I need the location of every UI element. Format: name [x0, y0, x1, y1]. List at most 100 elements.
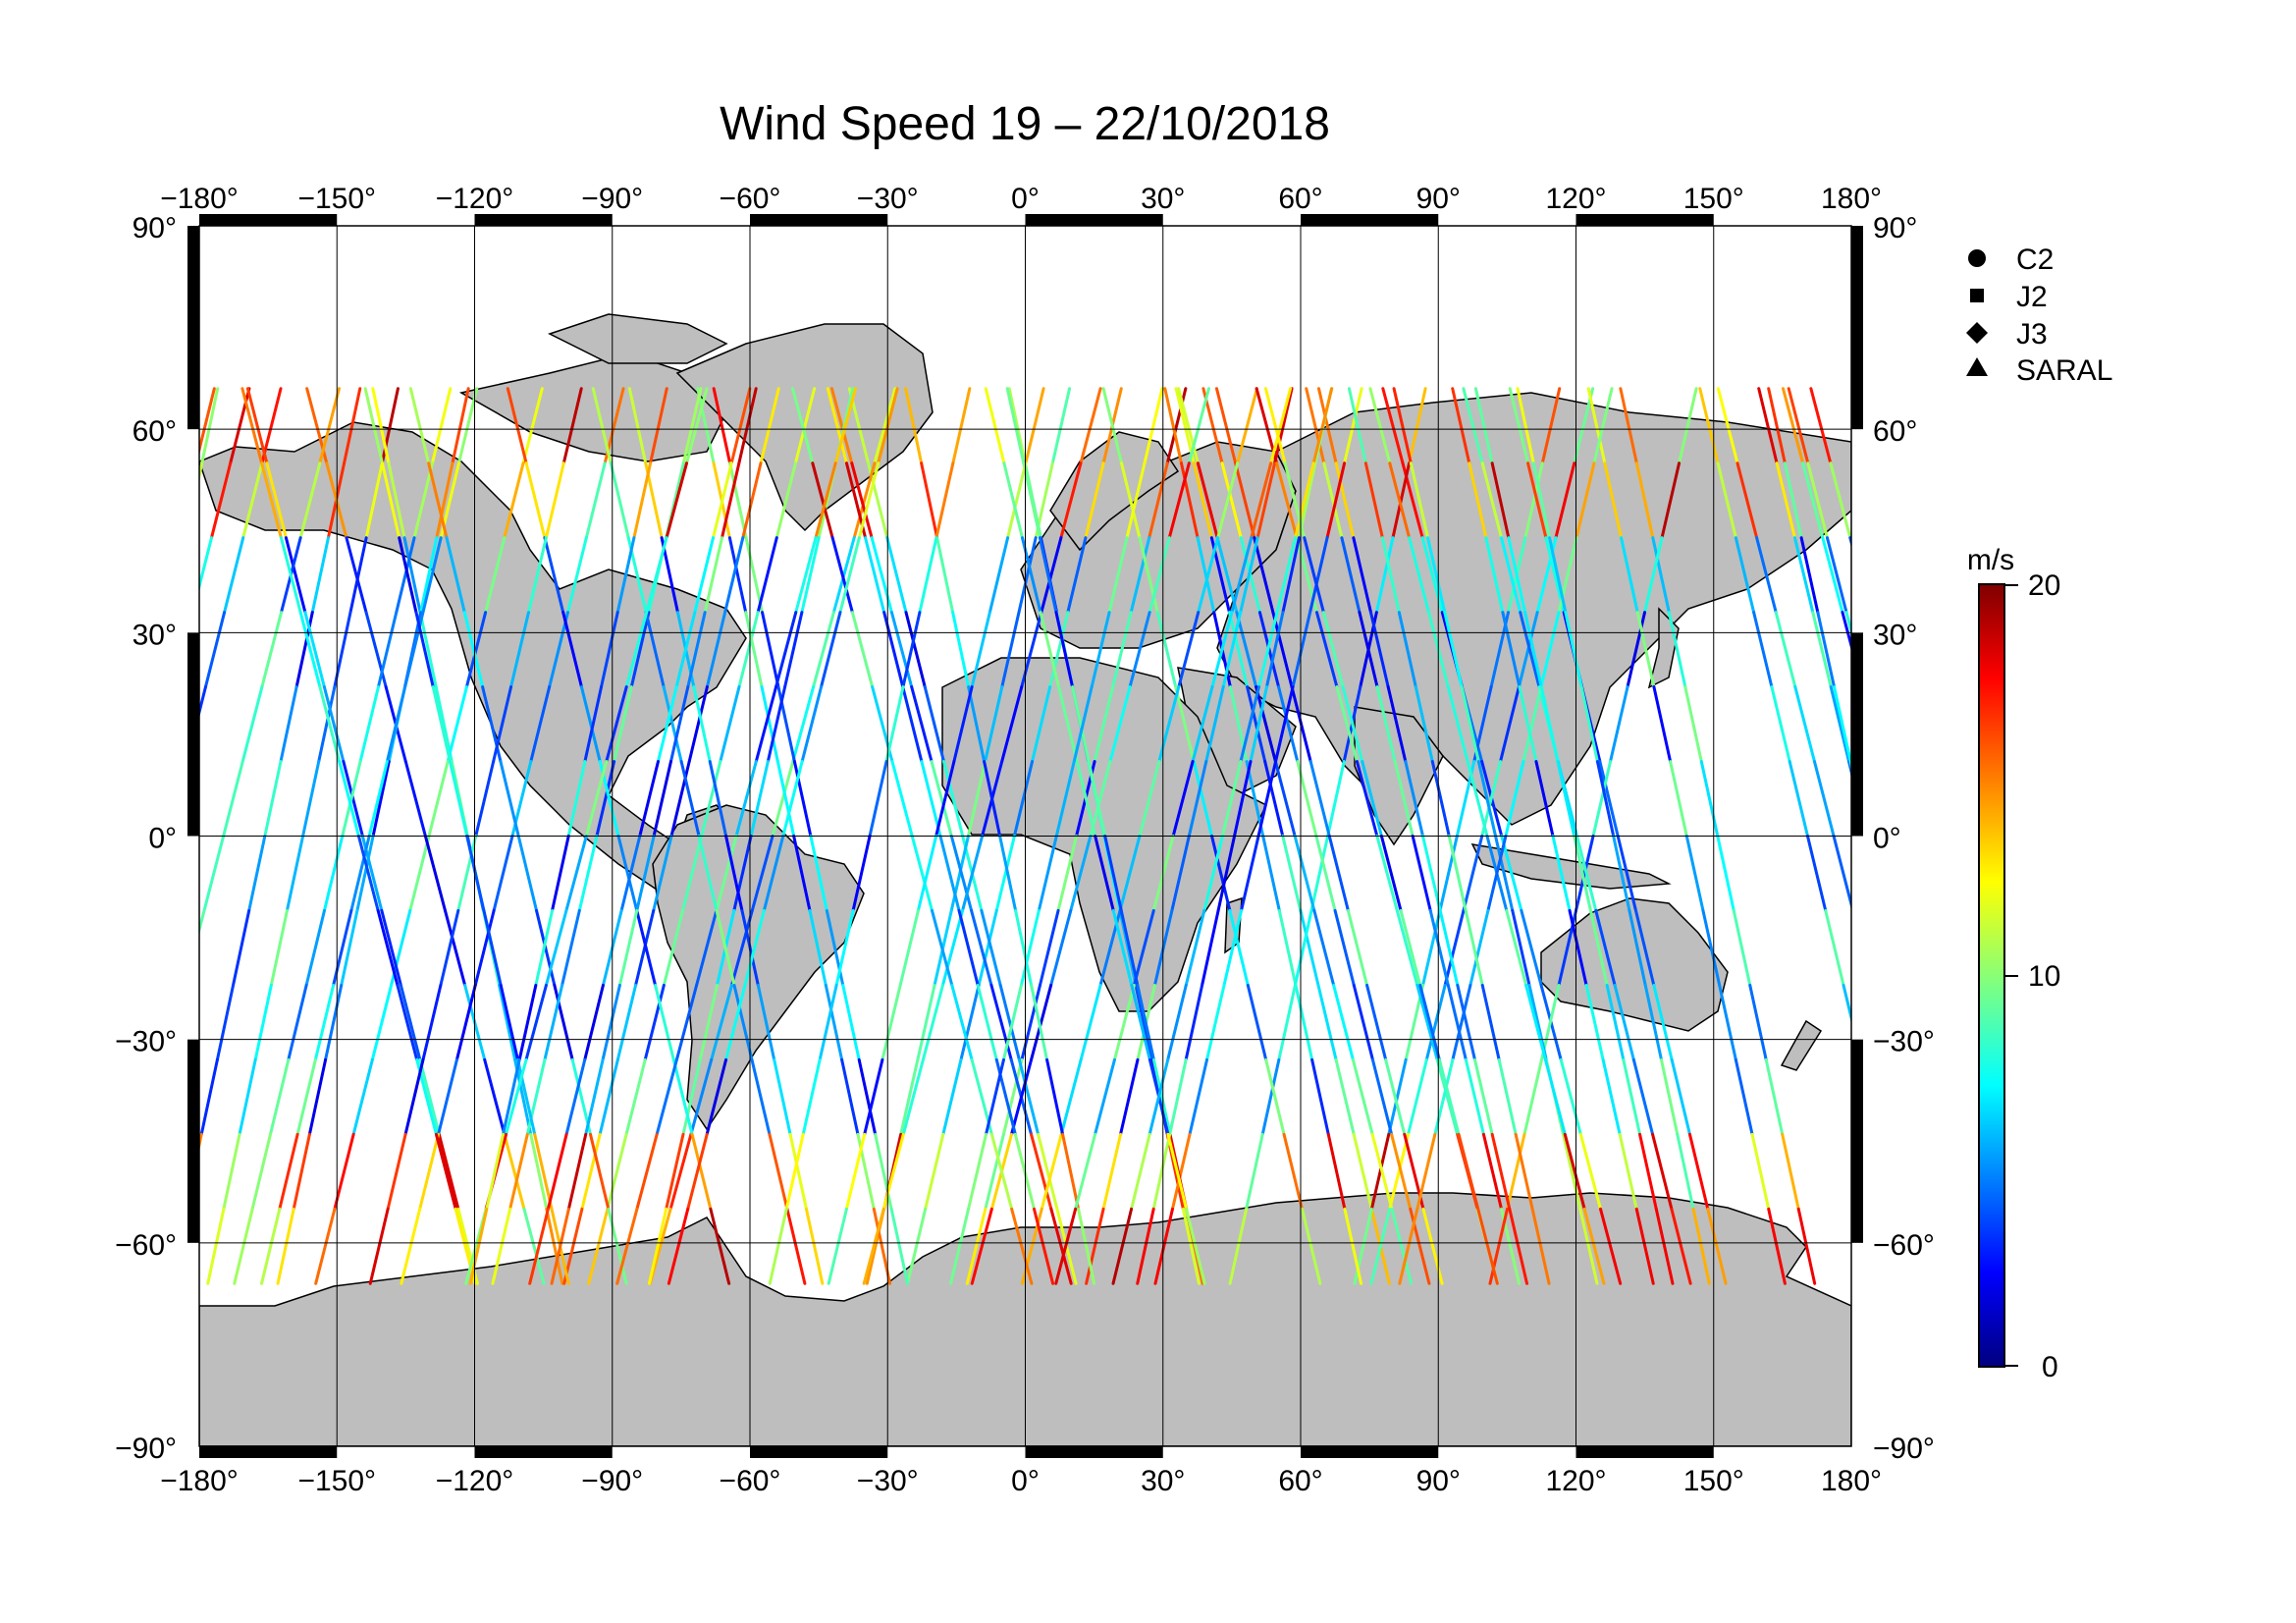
track-segment	[609, 461, 630, 540]
track-segment	[1050, 387, 1072, 465]
track-segment	[1457, 1132, 1480, 1211]
track-segment	[1138, 760, 1161, 838]
lat-tick-label: 60°	[1873, 415, 1917, 448]
track-segment	[728, 461, 748, 540]
track-segment	[1598, 1207, 1623, 1285]
track-segment	[42, 1134, 61, 1209]
track-segment	[595, 760, 616, 838]
track-segment	[1013, 1132, 1036, 1211]
track-segment	[1204, 685, 1225, 764]
track-segment	[1421, 908, 1442, 987]
track-segment	[901, 611, 922, 689]
track-segment	[1006, 461, 1028, 540]
track-segment	[1408, 387, 1427, 465]
track-segment	[1519, 611, 1541, 689]
track-segment	[1239, 685, 1260, 764]
track-segment	[1314, 835, 1337, 912]
track-segment	[448, 760, 469, 838]
new-zealand-land	[1780, 1019, 1823, 1071]
track-segment	[1687, 1132, 1710, 1211]
track-segment	[629, 611, 651, 689]
track-segment	[199, 1057, 219, 1136]
track-segment	[1333, 908, 1356, 987]
track-segment	[522, 1207, 546, 1285]
track-segment	[1089, 760, 1112, 838]
lon-tick-label: −180°	[160, 1465, 239, 1497]
track-segment	[655, 1057, 678, 1136]
track-segment	[1505, 1132, 1526, 1211]
track-segment	[1523, 461, 1544, 540]
track-segment	[515, 1057, 537, 1136]
frame-bar-top	[750, 214, 888, 226]
arctic-islands-north-land	[548, 313, 728, 364]
track-segment	[1311, 387, 1334, 465]
track-segment	[253, 983, 273, 1061]
track-segment	[139, 687, 155, 762]
track-segment	[199, 536, 214, 593]
track-segment	[1316, 387, 1338, 465]
track-segment	[1170, 835, 1191, 912]
track-segment	[1395, 908, 1419, 987]
track-segment	[791, 685, 816, 764]
track-segment	[419, 536, 439, 615]
track-segment	[516, 835, 539, 912]
track-segment	[737, 611, 760, 689]
track-segment	[1949, 910, 1968, 985]
track-segment	[1032, 1207, 1055, 1285]
track-segment	[348, 536, 368, 615]
track-segment	[1129, 536, 1151, 615]
track-segment	[439, 908, 460, 987]
track-segment	[627, 387, 648, 465]
track-segment	[385, 685, 407, 764]
track-segment	[1430, 760, 1451, 838]
track-segment	[1691, 1207, 1711, 1285]
track-segment	[1167, 461, 1191, 540]
track-segment	[652, 835, 673, 912]
track-segment	[729, 908, 754, 987]
track-segment	[1508, 1207, 1529, 1285]
track-segment	[1716, 461, 1737, 540]
track-segment	[1862, 687, 1882, 762]
track-segment	[1038, 536, 1058, 615]
track-segment	[1904, 837, 1924, 911]
track-segment	[884, 685, 905, 764]
lon-tick-label: 0°	[1011, 183, 1040, 215]
track-segment	[838, 536, 861, 615]
track-segment	[600, 611, 619, 689]
track-segment	[456, 387, 479, 465]
track-segment	[662, 908, 685, 987]
track-segment	[400, 1207, 422, 1285]
track-segment	[482, 908, 503, 987]
track-segment	[199, 387, 216, 457]
track-segment	[1634, 1207, 1655, 1285]
track-segment	[533, 1132, 554, 1211]
track-segment	[503, 1132, 526, 1211]
track-segment	[1108, 685, 1132, 764]
track-segment	[744, 536, 765, 615]
track-segment	[1626, 611, 1647, 689]
track-segment	[1166, 1132, 1189, 1211]
frame-bar-top	[1301, 214, 1439, 226]
circle-marker-icon	[1968, 249, 1986, 267]
track-segment	[1151, 1132, 1172, 1211]
lat-tick-label: 60°	[133, 415, 177, 448]
track-segment	[889, 611, 914, 689]
track-segment	[245, 387, 269, 465]
frame-bar-top	[474, 214, 613, 226]
track-segment	[1575, 835, 1598, 912]
track-segment	[1326, 1132, 1347, 1211]
track-segment	[1132, 908, 1155, 987]
track-segment	[808, 908, 828, 987]
track-segment	[521, 387, 544, 465]
track-segment	[652, 760, 672, 838]
track-segment	[1072, 685, 1094, 764]
track-segment	[74, 1134, 92, 1209]
track-segment	[984, 387, 1006, 465]
track-segment	[1829, 461, 1851, 540]
track-segment	[380, 461, 401, 540]
track-segment	[1191, 685, 1214, 764]
track-segment	[1380, 536, 1401, 615]
track-segment	[697, 835, 719, 912]
track-segment	[1066, 536, 1088, 615]
track-segment	[1001, 1057, 1024, 1136]
